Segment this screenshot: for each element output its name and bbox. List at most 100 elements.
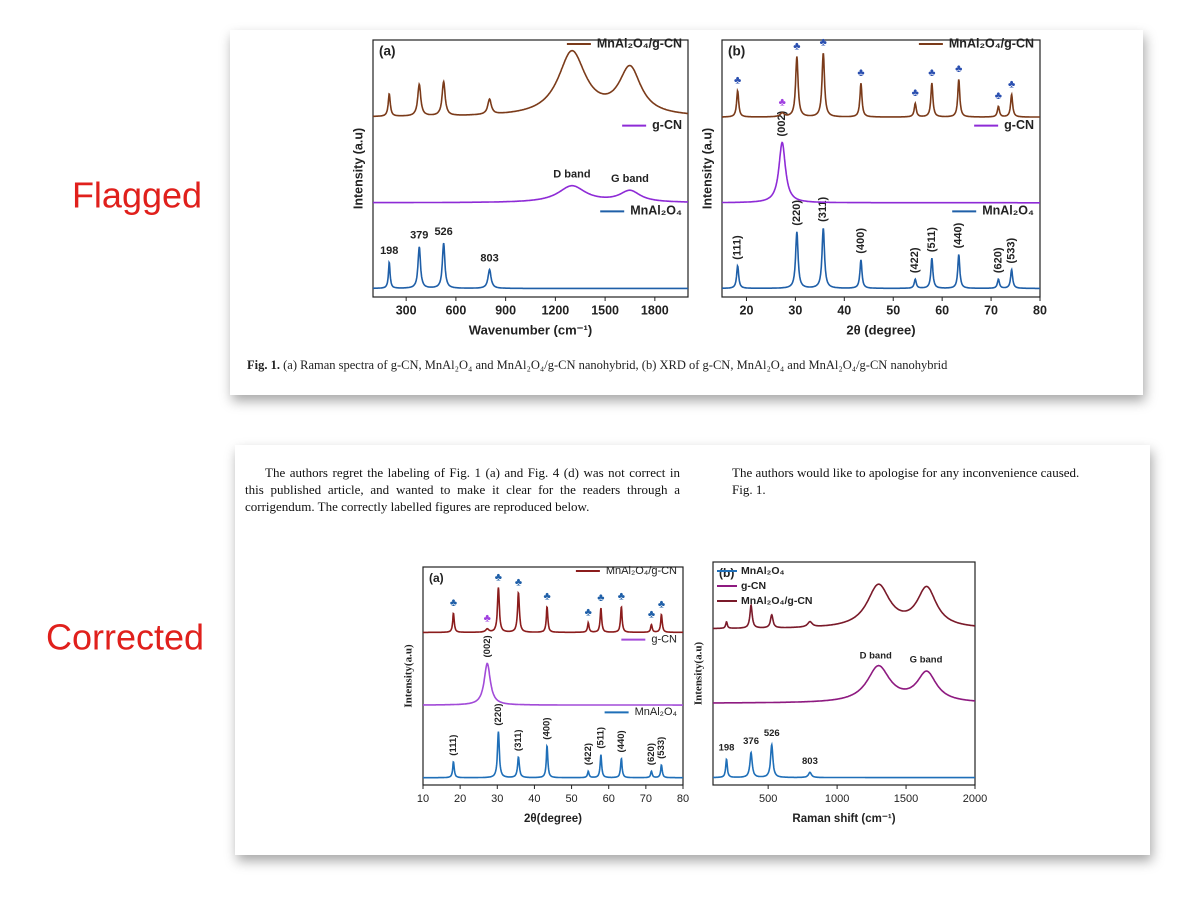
x-tick-label: 50 (565, 793, 577, 805)
legend-label: MnAl₂O₄/g-CN (597, 36, 682, 50)
y-axis-label: Intensity (a.u) (700, 128, 714, 209)
spectrum (713, 741, 975, 779)
peak-label: (111) (448, 735, 459, 756)
x-tick-label: 20 (740, 303, 754, 317)
legend-label: g-CN (651, 634, 677, 646)
peak-marker: ♣ (820, 37, 827, 49)
peak-marker: ♣ (912, 87, 919, 99)
legend-label: MnAl₂O₄/g-CN (606, 565, 677, 577)
peak-marker: ♣ (618, 591, 625, 603)
x-tick-label: 80 (677, 793, 689, 805)
plot-frame (712, 561, 976, 786)
chart-title: (a) (379, 44, 396, 59)
chart-title: (b) (728, 44, 745, 59)
peak-label: (002) (482, 635, 493, 657)
legend-label: MnAl₂O₄ (741, 565, 785, 577)
peak-label: G band (611, 173, 649, 185)
legend-label: MnAl₂O₄/g-CN (949, 36, 1034, 50)
spectrum (713, 664, 975, 704)
caption-text: (a) Raman spectra of g-CN, MnAl₂O₄ and M… (283, 358, 948, 372)
x-tick-label: 30 (491, 793, 503, 805)
peak-marker: ♣ (543, 591, 550, 603)
x-tick-label: 1500 (591, 303, 619, 317)
peak-marker: ♣ (450, 597, 457, 609)
peak-label: 376 (743, 736, 759, 747)
plot-frame (422, 566, 684, 786)
peak-label: 379 (410, 230, 428, 242)
x-tick-label: 1000 (825, 793, 849, 805)
spectrum (722, 53, 1040, 118)
x-tick-label: 300 (396, 303, 417, 317)
peak-marker: ♣ (779, 97, 786, 109)
peak-label: (311) (513, 729, 524, 751)
peak-marker: ♣ (597, 592, 604, 604)
spectrum (373, 242, 688, 290)
x-tick-label: 70 (984, 303, 998, 317)
peak-marker: ♣ (648, 608, 655, 620)
legend-label: MnAl₂O₄ (982, 204, 1034, 218)
peak-label: (533) (1006, 237, 1018, 263)
x-tick-label: 80 (1033, 303, 1047, 317)
flagged-panel (230, 30, 1143, 395)
chart-title: (a) (429, 571, 444, 585)
peak-label: (220) (493, 703, 504, 725)
peak-marker: ♣ (484, 613, 491, 625)
spectrum (423, 731, 683, 779)
peak-marker: ♣ (515, 576, 522, 588)
x-tick-label: 500 (759, 793, 777, 805)
peak-label: (111) (732, 235, 744, 260)
caption-label: Fig. 1. (247, 358, 280, 372)
spectrum (423, 587, 683, 634)
x-axis-label: Raman shift (cm⁻¹) (792, 813, 895, 825)
x-axis-label: Wavenumber (cm⁻¹) (469, 322, 592, 337)
chart-title: (b) (719, 566, 734, 580)
x-tick-label: 1800 (641, 303, 669, 317)
x-tick-label: 600 (445, 303, 466, 317)
peak-label: (002) (776, 110, 788, 136)
spectrum (423, 662, 683, 706)
peak-label: (422) (583, 743, 594, 765)
x-tick-label: 40 (837, 303, 851, 317)
plot-frame (721, 39, 1041, 298)
spectrum (373, 49, 688, 118)
legend-label: g-CN (1004, 118, 1034, 132)
x-tick-label: 2000 (963, 793, 987, 805)
peak-label: D band (860, 651, 892, 662)
flagged-label: Flagged (72, 175, 202, 216)
x-tick-label: 900 (495, 303, 516, 317)
caption: Fig. 1. (a) Raman spectra of g-CN, MnAl₂… (247, 358, 948, 372)
peak-marker: ♣ (955, 63, 962, 75)
x-axis-label: 2θ(degree) (524, 813, 582, 825)
x-axis-label: 2θ (degree) (846, 322, 915, 337)
legend-label: MnAl₂O₄/g-CN (741, 595, 813, 607)
peak-label: (511) (595, 727, 606, 749)
plot-frame (372, 39, 689, 298)
peak-marker: ♣ (857, 67, 864, 79)
peak-marker: ♣ (585, 607, 592, 619)
corrected-panel (235, 445, 1150, 855)
peak-marker: ♣ (658, 598, 665, 610)
y-axis-label: Intensity(a.u) (403, 644, 415, 708)
peak-marker: ♣ (1008, 78, 1015, 90)
x-tick-label: 10 (417, 793, 429, 805)
paragraph: The authors would like to apologise for … (732, 465, 1080, 480)
peak-label: (511) (926, 227, 938, 252)
peak-label: 198 (380, 245, 398, 257)
peak-label: 803 (480, 252, 498, 264)
x-tick-label: 30 (788, 303, 802, 317)
peak-label: 803 (802, 756, 818, 767)
y-axis-label: Intensity(a.u) (693, 642, 705, 706)
peak-label: (400) (855, 228, 867, 254)
x-tick-label: 60 (935, 303, 949, 317)
peak-label: (422) (909, 247, 921, 273)
legend-label: g-CN (741, 580, 766, 592)
spectrum (713, 583, 975, 630)
spectrum (373, 184, 688, 204)
paragraph: Fig. 1. (732, 482, 766, 497)
peak-label: (400) (542, 718, 553, 740)
y-axis-label: Intensity (a.u) (351, 128, 365, 209)
x-tick-label: 70 (640, 793, 652, 805)
corrected-label: Corrected (46, 617, 204, 658)
